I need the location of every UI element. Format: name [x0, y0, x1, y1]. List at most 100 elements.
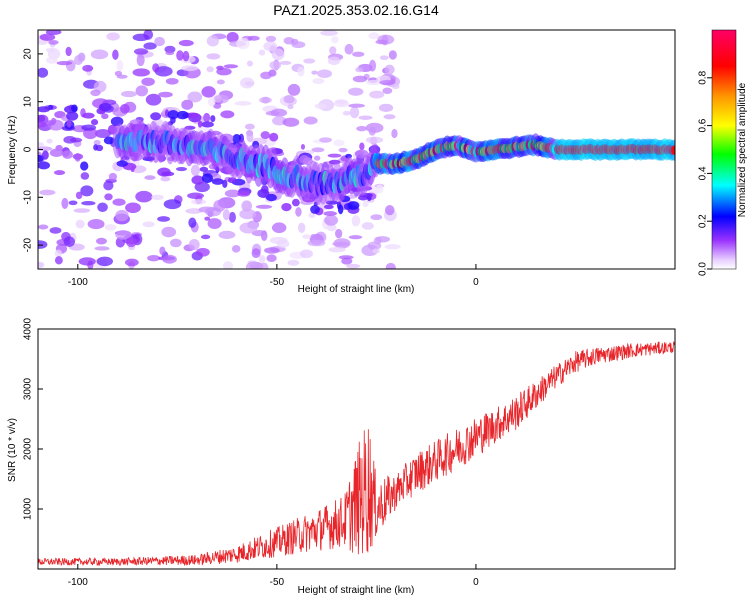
noise-blob — [384, 64, 395, 75]
noise-blob — [346, 263, 361, 269]
noise-blob — [271, 222, 287, 234]
noise-blob — [228, 211, 236, 223]
noise-blob — [154, 36, 165, 47]
noise-blob — [115, 230, 132, 240]
noise-blob — [78, 257, 96, 266]
noise-blob — [80, 185, 94, 197]
ridge-blob — [201, 173, 213, 184]
noise-blob — [276, 239, 290, 248]
noise-blob — [103, 180, 114, 191]
noise-blob — [87, 218, 105, 230]
noise-blob — [317, 69, 332, 79]
noise-blob — [366, 79, 381, 86]
noise-blob — [112, 198, 126, 206]
y-tick-label: -20 — [23, 237, 34, 252]
noise-blob — [112, 49, 119, 60]
noise-blob — [81, 124, 97, 131]
noise-blob — [384, 244, 401, 250]
noise-blob — [176, 50, 184, 61]
noise-blob — [379, 55, 389, 61]
spectrogram-y-ticks: -20 -10 0 10 20 — [23, 48, 43, 252]
noise-blob — [206, 35, 219, 47]
noise-blob — [312, 77, 325, 85]
ridge-blob — [323, 211, 337, 216]
noise-blob — [97, 202, 108, 212]
noise-blob — [348, 87, 364, 96]
spectrogram-y-axis-label: Frequency (Hz) — [7, 116, 18, 185]
noise-blob — [370, 214, 383, 221]
noise-blob — [355, 67, 364, 73]
noise-blob — [70, 137, 83, 143]
noise-blob — [115, 209, 129, 222]
x-tick-label: -100 — [68, 577, 88, 588]
noise-blob — [259, 262, 269, 269]
ridge-blob — [93, 144, 99, 151]
noise-blob — [46, 138, 53, 144]
noise-blob — [68, 200, 78, 206]
noise-blob — [206, 66, 214, 73]
noise-blob — [132, 68, 150, 77]
snr-y-axis-label: SNR (10 * v/v) — [7, 418, 18, 482]
noise-blob — [187, 91, 203, 103]
noise-blob — [125, 236, 137, 248]
noise-blob — [38, 67, 49, 78]
noise-blob — [188, 217, 197, 228]
noise-blob — [96, 256, 113, 267]
noise-blob — [181, 65, 199, 72]
noise-blob — [182, 50, 190, 62]
ridge-blob — [161, 171, 175, 177]
ridge-blob — [167, 110, 179, 120]
noise-blob — [144, 175, 156, 180]
noise-blob — [333, 100, 349, 108]
noise-blob — [307, 239, 326, 247]
noise-blob — [314, 103, 327, 109]
noise-blob — [213, 94, 229, 104]
snr-x-axis-label: Height of straight line (km) — [298, 585, 415, 596]
x-tick-label: -50 — [270, 277, 285, 288]
noise-blob — [45, 56, 58, 64]
ridge-blob — [269, 132, 279, 142]
noise-blob — [266, 254, 277, 262]
noise-blob — [320, 30, 338, 36]
noise-blob — [207, 96, 216, 107]
ridge-blob — [310, 205, 320, 214]
noise-blob — [74, 153, 81, 162]
ridge-blob — [54, 170, 66, 176]
noise-blob — [190, 164, 200, 177]
noise-blob — [124, 258, 139, 267]
noise-blob — [94, 246, 110, 251]
noise-blob — [164, 45, 176, 54]
ridge-blob — [222, 179, 228, 188]
noise-blob — [295, 207, 302, 217]
ridge-blob — [71, 104, 78, 112]
noise-blob — [245, 261, 263, 269]
noise-blob — [201, 86, 216, 98]
noise-blob — [141, 77, 155, 87]
snr-panel: -100 -50 0 1000 2000 3000 4000 Height of stra… — [7, 317, 676, 596]
y-tick-label: -10 — [23, 190, 34, 205]
noise-blob — [269, 60, 282, 70]
noise-blob — [239, 222, 258, 234]
noise-blob — [351, 215, 361, 227]
noise-blob — [218, 230, 236, 239]
y-tick-label: 20 — [23, 48, 34, 60]
noise-blob — [135, 85, 149, 97]
noise-blob — [271, 48, 285, 61]
y-tick-label: 1000 — [23, 497, 34, 520]
noise-blob — [241, 200, 253, 212]
noise-blob — [344, 43, 354, 55]
noise-blob — [74, 54, 83, 66]
noise-blob — [38, 240, 48, 249]
ridge-blob — [120, 103, 130, 114]
ridge-blob — [227, 177, 237, 184]
chart-title: PAZ1.2025.353.02.16.G14 — [273, 2, 439, 18]
noise-blob — [338, 255, 354, 260]
ridge-blob — [199, 166, 209, 172]
ridge-blob — [103, 136, 115, 145]
noise-blob — [73, 208, 91, 213]
noise-blob — [75, 219, 85, 229]
ridge-blob — [201, 121, 214, 128]
noise-blob — [106, 32, 120, 41]
colorbar-tick-label: 0.4 — [698, 166, 709, 180]
noise-blob — [222, 209, 230, 221]
